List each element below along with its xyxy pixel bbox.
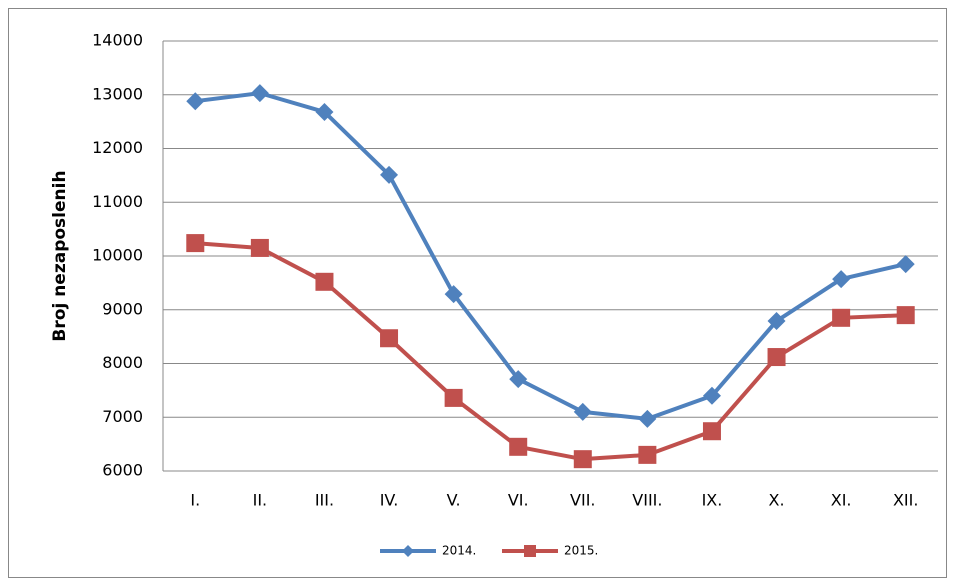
marker <box>444 388 463 407</box>
marker <box>573 450 592 469</box>
legend-label: 2015. <box>564 544 598 558</box>
y-tick-label: 11000 <box>92 192 143 211</box>
marker <box>524 545 536 557</box>
marker <box>896 255 915 274</box>
marker <box>638 445 657 464</box>
marker <box>573 402 592 421</box>
marker <box>832 308 851 327</box>
x-tick-label: VI. <box>508 491 529 510</box>
marker <box>767 312 786 331</box>
y-tick-label: 14000 <box>92 31 143 50</box>
marker <box>186 234 205 253</box>
x-tick-label: IV. <box>380 491 399 510</box>
x-tick-label: X. <box>769 491 785 510</box>
marker <box>702 386 721 405</box>
y-tick-label: 13000 <box>92 84 143 103</box>
y-axis-label: Broj nezaposlenih <box>50 170 70 341</box>
x-tick-label: VII. <box>570 491 595 510</box>
marker <box>767 348 786 367</box>
y-tick-label: 7000 <box>102 407 143 426</box>
marker <box>250 238 269 257</box>
x-tick-label: III. <box>315 491 334 510</box>
chart-frame <box>8 8 947 578</box>
x-tick-label: II. <box>253 491 268 510</box>
marker <box>380 329 399 348</box>
marker <box>315 102 334 121</box>
y-tick-label: 8000 <box>102 353 143 372</box>
x-tick-label: VIII. <box>632 491 662 510</box>
y-tick-label: 12000 <box>92 138 143 157</box>
marker <box>896 306 915 325</box>
marker <box>315 272 334 291</box>
marker <box>509 370 528 389</box>
y-tick-label: 9000 <box>102 299 143 318</box>
marker <box>832 270 851 289</box>
legend-label: 2014. <box>442 544 476 558</box>
marker <box>444 285 463 304</box>
x-tick-label: XII. <box>893 491 918 510</box>
x-tick-label: IX. <box>702 491 723 510</box>
marker <box>638 409 657 428</box>
x-tick-label: I. <box>190 491 200 510</box>
marker <box>186 92 205 111</box>
x-tick-label: V. <box>447 491 461 510</box>
y-tick-label: 6000 <box>102 461 143 480</box>
marker <box>250 84 269 103</box>
marker <box>402 545 414 557</box>
line <box>195 241 906 462</box>
marker <box>509 437 528 456</box>
marker <box>380 165 399 184</box>
x-tick-label: XI. <box>831 491 852 510</box>
line <box>195 91 907 421</box>
y-tick-label: 10000 <box>92 246 143 265</box>
marker <box>702 422 721 441</box>
